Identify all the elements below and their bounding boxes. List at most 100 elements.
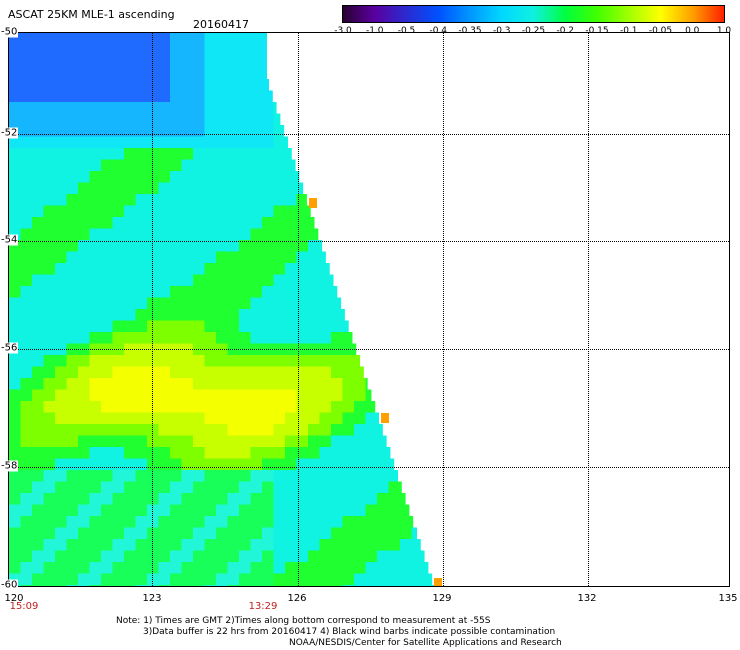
field-cell — [216, 274, 228, 287]
field-cell — [55, 378, 67, 390]
field-cell — [354, 447, 366, 459]
field-cell — [135, 159, 148, 172]
field-cell — [342, 389, 355, 402]
field-cell — [66, 159, 79, 172]
field-cell — [216, 228, 228, 241]
field-cell — [308, 286, 320, 298]
field-cell — [147, 136, 159, 149]
colorbar-tick-label: -0.35 — [458, 26, 482, 36]
field-cell — [147, 263, 159, 275]
field-cell — [181, 228, 194, 241]
field-cell — [20, 424, 33, 436]
field-cell — [365, 401, 376, 413]
field-cell — [342, 493, 355, 505]
field-cell — [354, 527, 366, 540]
field-cell — [239, 573, 251, 586]
field-cell — [296, 504, 309, 517]
grid-line-lat-52 — [9, 134, 729, 135]
field-cell — [308, 355, 320, 367]
field-cell — [89, 297, 102, 310]
field-cell — [101, 573, 113, 586]
field-cell — [227, 366, 240, 379]
field-cell — [20, 573, 33, 586]
field-cell — [32, 228, 44, 241]
field-cell — [112, 217, 125, 229]
field-cell — [342, 539, 355, 551]
field-cell — [193, 205, 205, 218]
field-cell — [55, 516, 67, 528]
field-cell — [181, 44, 194, 57]
field-cell — [135, 470, 148, 482]
field-cell — [43, 171, 56, 183]
field-cell — [377, 562, 389, 574]
field-cell — [193, 102, 205, 114]
field-cell — [101, 458, 113, 471]
field-cell — [147, 458, 159, 471]
field-cell — [78, 251, 90, 264]
field-cell — [181, 159, 194, 172]
field-cell — [239, 274, 251, 287]
field-cell — [101, 516, 113, 528]
field-cell — [32, 194, 44, 206]
field-cell — [101, 412, 113, 425]
field-cell — [9, 470, 21, 482]
field-cell — [55, 447, 67, 459]
field-cell — [158, 125, 171, 137]
field-cell — [204, 263, 217, 275]
field-cell — [66, 424, 79, 436]
field-cell — [193, 504, 205, 517]
field-cell — [112, 33, 125, 45]
field-cell — [227, 573, 240, 586]
field-cell — [43, 148, 56, 160]
field-cell — [216, 585, 228, 586]
field-cell — [342, 458, 355, 471]
field-cell — [135, 447, 148, 459]
field-cell — [342, 355, 355, 367]
field-cell — [158, 573, 171, 586]
field-cell — [204, 366, 217, 379]
field-cell — [43, 228, 56, 241]
field-cell — [170, 56, 182, 68]
field-cell — [204, 585, 217, 586]
field-cell — [216, 401, 228, 413]
field-cell — [101, 481, 113, 494]
field-cell — [181, 458, 194, 471]
field-cell — [204, 447, 217, 459]
field-cell — [216, 481, 228, 494]
field-cell — [43, 493, 56, 505]
field-cell — [181, 67, 194, 80]
field-cell — [262, 366, 274, 379]
field-cell — [285, 205, 297, 218]
field-cell — [112, 573, 125, 586]
field-cell — [239, 228, 251, 241]
field-cell — [170, 274, 182, 287]
field-cell — [285, 136, 288, 149]
field-cell — [411, 527, 417, 540]
field-cell — [9, 516, 21, 528]
field-cell — [354, 562, 366, 574]
field-cell — [135, 355, 148, 367]
field-cell — [250, 447, 263, 459]
lat-label-60: -60 — [0, 579, 19, 591]
field-cell — [227, 274, 240, 287]
field-cell — [89, 67, 102, 80]
field-cell — [101, 378, 113, 390]
field-cell — [20, 297, 33, 310]
field-cell — [66, 33, 79, 45]
field-cell — [262, 194, 274, 206]
field-cell — [124, 435, 136, 448]
field-cell — [89, 447, 102, 459]
field-cell — [158, 401, 171, 413]
field-cell — [296, 263, 309, 275]
field-cell — [262, 44, 267, 57]
field-cell — [78, 332, 90, 344]
field-cell — [101, 102, 113, 114]
field-cell — [124, 481, 136, 494]
field-cell — [20, 136, 33, 149]
field-cell — [273, 412, 286, 425]
field-cell — [20, 412, 33, 425]
field-cell — [319, 332, 332, 344]
field-cell — [78, 159, 90, 172]
grid-line-lon-132 — [588, 33, 589, 586]
field-cell — [147, 424, 159, 436]
